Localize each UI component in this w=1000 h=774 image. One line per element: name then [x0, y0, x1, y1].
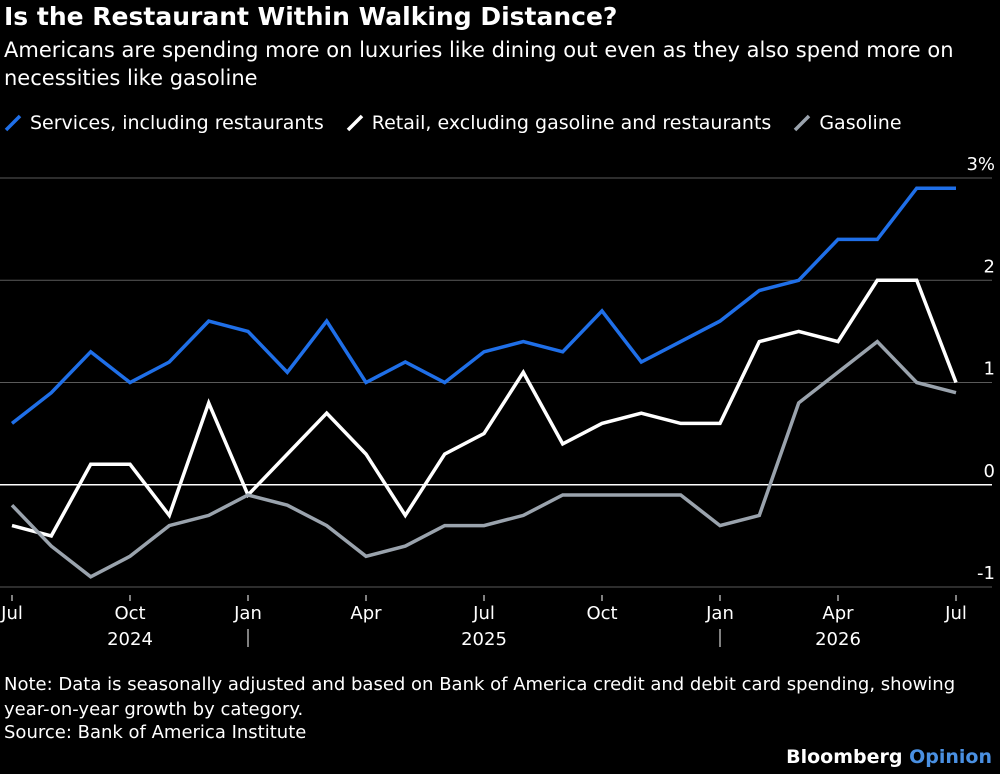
legend-swatch-gasoline-icon [793, 114, 811, 132]
legend-label-gasoline: Gasoline [819, 112, 902, 134]
year-label-1: 2025 [461, 629, 507, 650]
y-tick-label-4: -1 [977, 563, 995, 584]
legend-swatch-retail-icon [346, 114, 364, 132]
y-tick-label-0: 3% [966, 154, 995, 175]
chart-note: Note: Data is seasonally adjusted and ba… [4, 674, 956, 720]
x-tick-label-0: Jul [0, 603, 23, 624]
x-tick-label-6: Jan [705, 603, 734, 624]
y-tick-label-2: 1 [984, 359, 995, 380]
brand-logo: Bloomberg Opinion [786, 746, 992, 768]
x-tick-label-3: Apr [350, 603, 382, 624]
brand-suffix: Opinion [909, 746, 992, 768]
x-tick-label-7: Apr [822, 603, 854, 624]
legend-item-services: Services, including restaurants [4, 112, 324, 134]
x-tick-label-1: Oct [114, 603, 145, 624]
legend: Services, including restaurants Retail, … [4, 112, 924, 134]
year-label-2: 2026 [815, 629, 861, 650]
legend-swatch-services-icon [4, 114, 22, 132]
series-line-0 [10, 186, 956, 425]
year-label-0: 2024 [107, 629, 153, 650]
brand-name: Bloomberg [786, 746, 903, 768]
series-line-2 [10, 339, 957, 579]
x-tick-label-8: Jul [944, 603, 967, 624]
y-tick-label-3: 0 [984, 461, 995, 482]
legend-label-retail: Retail, excluding gasoline and restauran… [371, 112, 772, 134]
line-chart: 3% 2 1 0 -1 Jul Oct Jan Apr Jul Oct Jan Apr Jul 2024 20… [0, 154, 995, 650]
x-tick-label-5: Oct [586, 603, 617, 624]
y-tick-label-1: 2 [984, 256, 995, 277]
chart-subtitle: Americans are spending more on luxuries … [4, 38, 954, 90]
legend-item-retail: Retail, excluding gasoline and restauran… [346, 112, 772, 134]
chart-source: Source: Bank of America Institute [4, 722, 307, 743]
x-tick-label-2: Jan [233, 603, 262, 624]
chart-title: Is the Restaurant Within Walking Distanc… [4, 2, 618, 31]
x-tick-label-4: Jul [472, 603, 495, 624]
series-line-1 [11, 278, 958, 538]
legend-item-gasoline: Gasoline [793, 112, 902, 134]
legend-label-services: Services, including restaurants [30, 112, 324, 134]
